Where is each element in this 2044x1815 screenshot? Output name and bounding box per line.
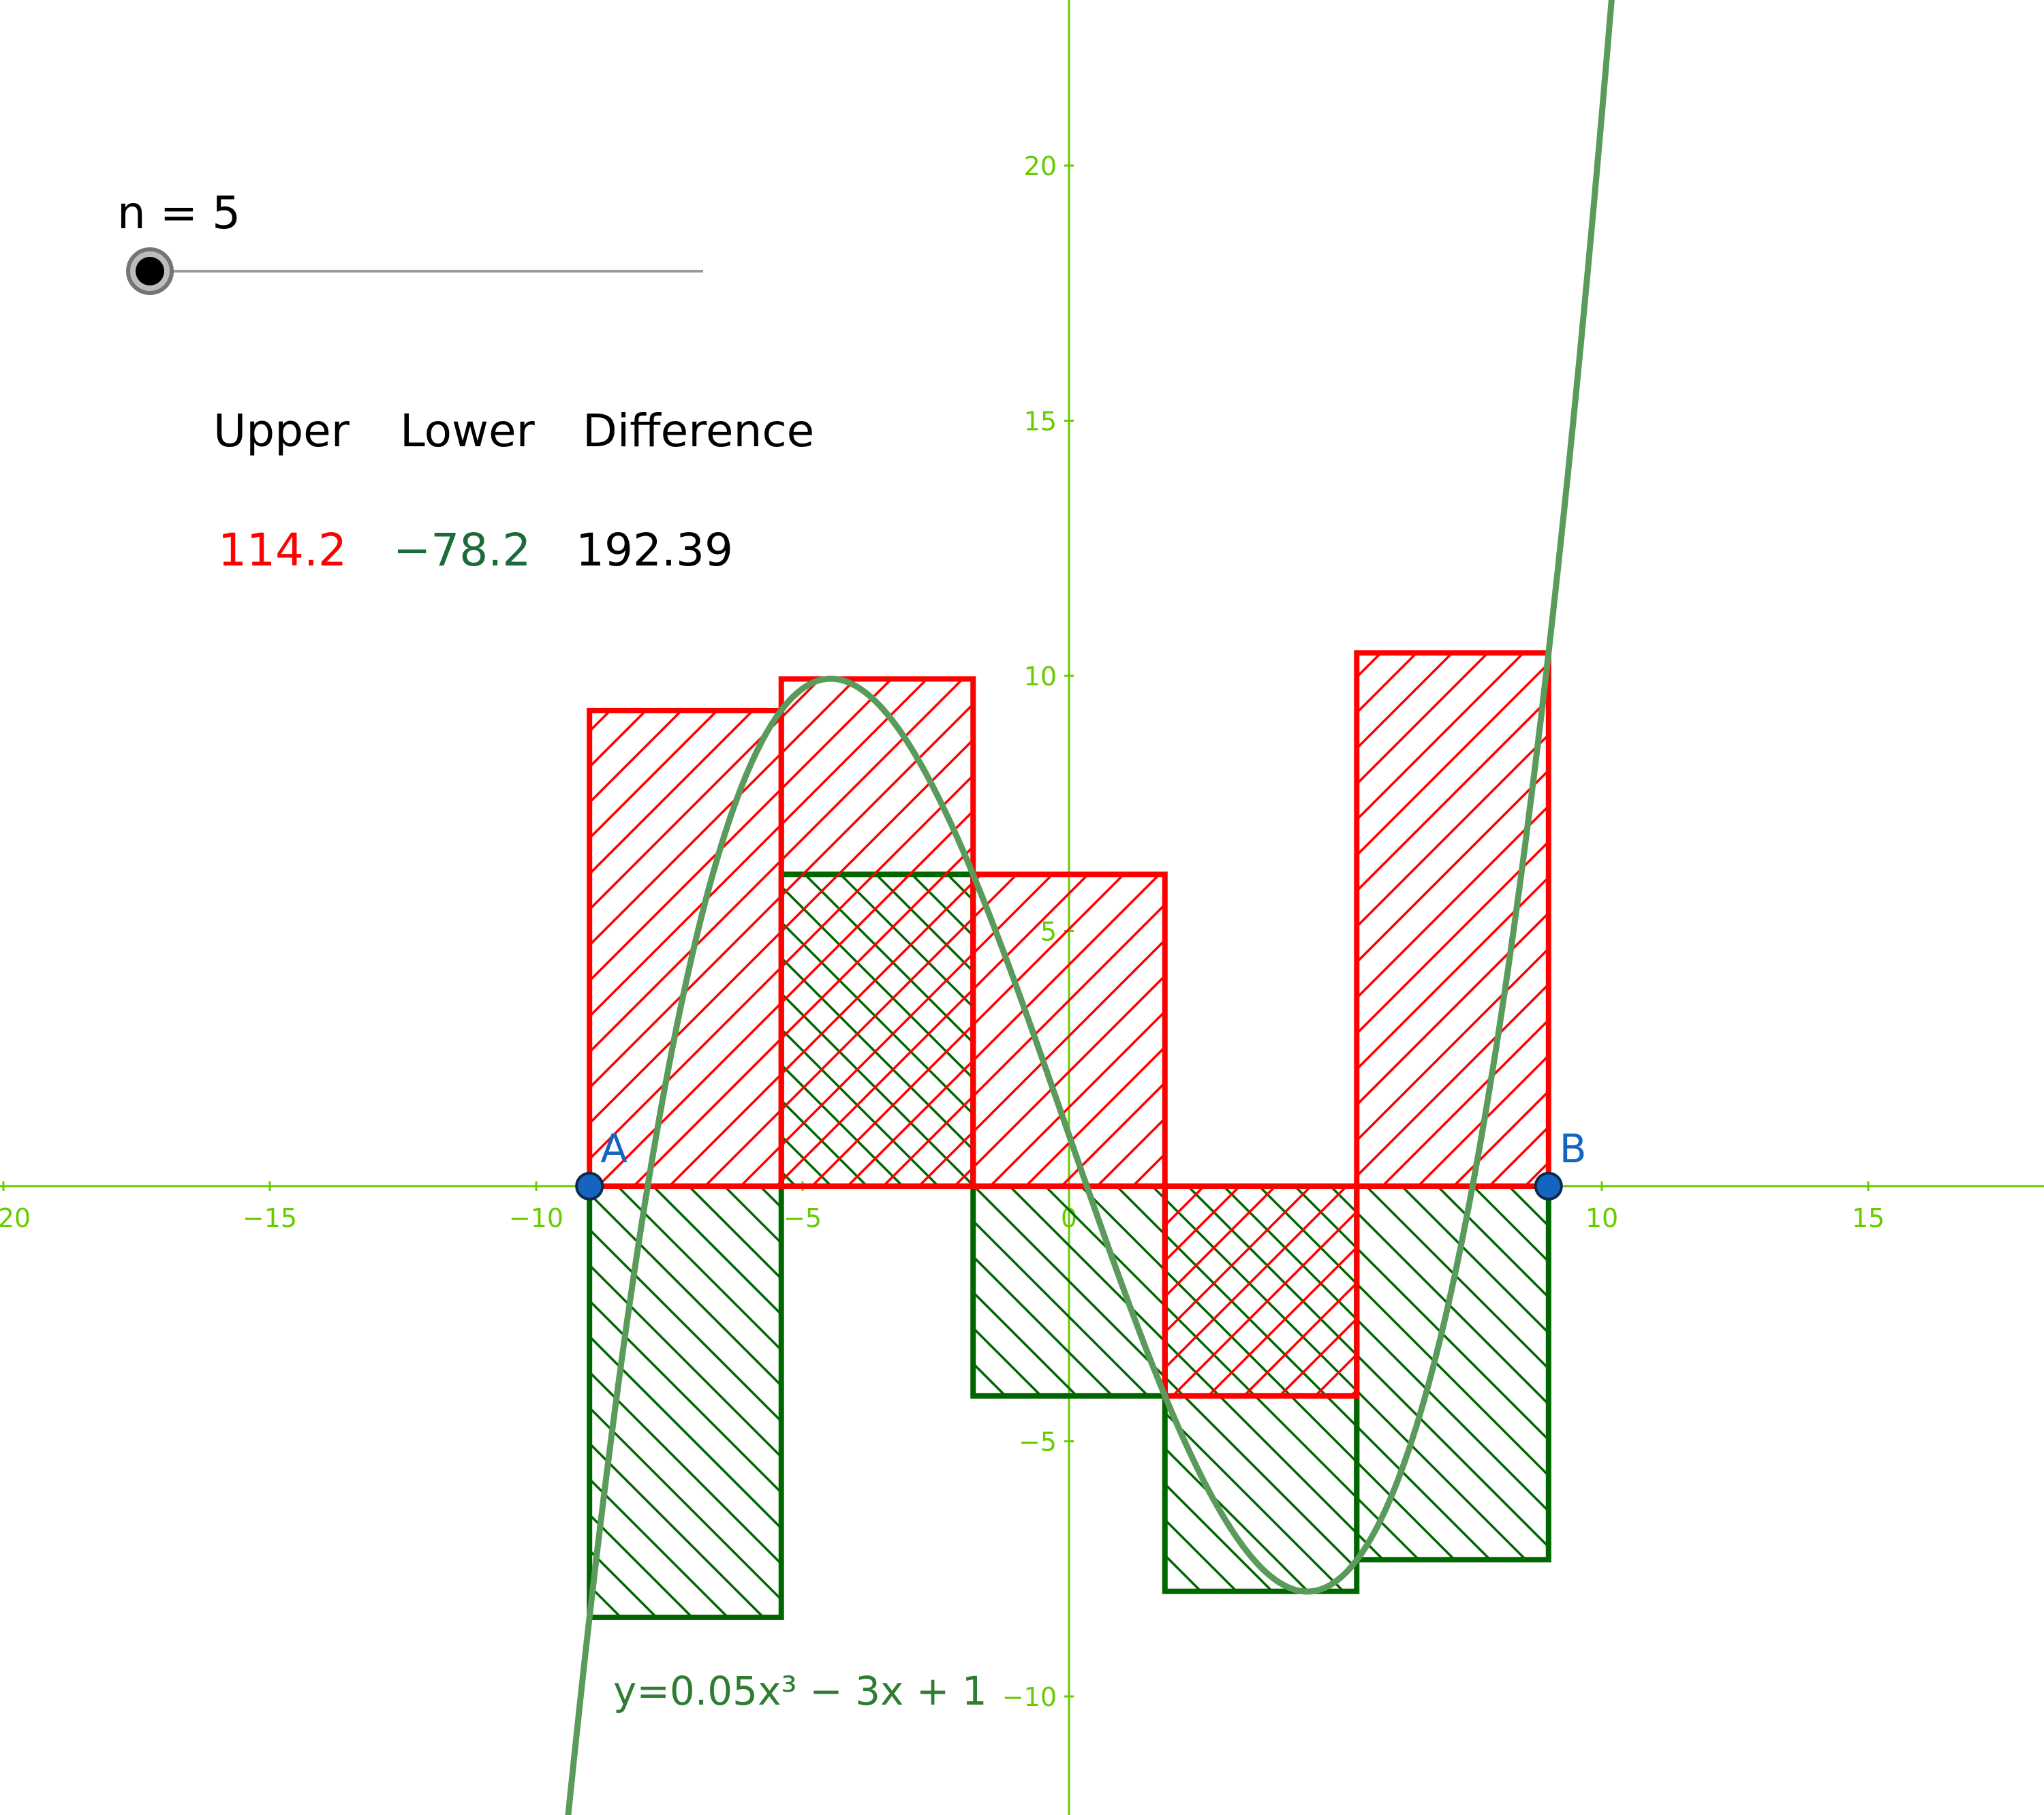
x-tick-label: −15 (243, 1203, 297, 1233)
lower-sum-value: −78.2 (393, 524, 531, 576)
sums-table: Upper Lower Difference 114.2 −78.2 192.3… (213, 405, 814, 576)
upper-rectangle (587, 707, 784, 1189)
upper-rectangle (1162, 1183, 1360, 1399)
y-tick-label: 20 (1024, 151, 1057, 181)
lower-rectangle (970, 1183, 1168, 1399)
point-b[interactable] (1534, 1172, 1563, 1200)
slider-handle[interactable] (136, 257, 164, 285)
upper-rectangle (778, 676, 976, 1189)
point-label-a: A (600, 1126, 628, 1172)
x-tick-label: −10 (509, 1203, 563, 1233)
header-lower: Lower (400, 405, 536, 457)
y-tick-label: 15 (1024, 407, 1057, 437)
y-tick-label: 10 (1024, 662, 1057, 692)
header-difference: Difference (583, 405, 814, 457)
slider-label: n = 5 (117, 187, 241, 239)
y-tick-label: −10 (1002, 1682, 1057, 1712)
y-tick-label: −5 (1019, 1427, 1057, 1457)
function-graph[interactable] (555, 0, 1622, 1815)
point-label-b: B (1560, 1126, 1587, 1172)
x-tick-label: −5 (784, 1203, 822, 1233)
difference-value: 192.39 (576, 524, 733, 576)
function-label: y=0.05x³ − 3x + 1 (613, 1668, 987, 1714)
function-curve[interactable] (555, 0, 1622, 1815)
x-tick-label: −20 (0, 1203, 31, 1233)
upper-rectangle (1354, 650, 1551, 1189)
x-tick-label: 10 (1585, 1203, 1618, 1233)
upper-sum-value: 114.2 (218, 524, 347, 576)
lower-rectangle (587, 1183, 784, 1620)
header-upper: Upper (213, 405, 350, 457)
x-tick-label: 15 (1852, 1203, 1885, 1233)
n-slider[interactable]: n = 5 (117, 187, 703, 295)
point-a[interactable] (575, 1172, 604, 1200)
